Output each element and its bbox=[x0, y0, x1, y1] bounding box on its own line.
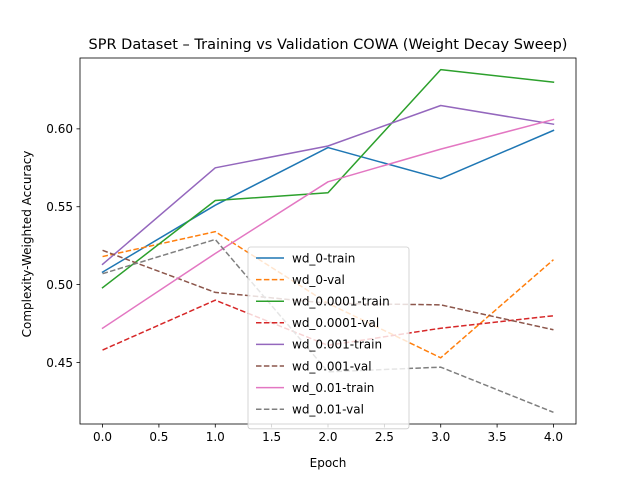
x-tick-label: 3.0 bbox=[431, 430, 450, 444]
y-tick-label: 0.45 bbox=[46, 356, 73, 370]
x-tick-label: 3.5 bbox=[488, 430, 507, 444]
legend-label: wd_0.0001-train bbox=[292, 295, 390, 309]
x-tick-label: 0.5 bbox=[149, 430, 168, 444]
legend-label: wd_0.001-val bbox=[292, 359, 372, 373]
y-axis-label: Complexity-Weighted Accuracy bbox=[20, 151, 34, 338]
y-axis: 0.45 0.50 0.55 0.60 bbox=[46, 122, 80, 370]
y-tick-label: 0.50 bbox=[46, 278, 73, 292]
legend-label: wd_0.001-train bbox=[292, 338, 382, 352]
legend-label: wd_0-train bbox=[292, 251, 355, 265]
x-tick-label: 0.0 bbox=[93, 430, 112, 444]
x-tick-label: 1.0 bbox=[206, 430, 225, 444]
series-line-wd_0.01-train bbox=[101, 118, 555, 330]
x-axis-label: Epoch bbox=[310, 456, 347, 470]
series-line-wd_0.001-train bbox=[101, 104, 555, 266]
chart-title: SPR Dataset – Training vs Validation COW… bbox=[89, 37, 568, 53]
y-tick-label: 0.55 bbox=[46, 200, 73, 214]
series-line-wd_0.0001-val bbox=[102, 299, 554, 351]
series-line-wd_0.01-val bbox=[102, 238, 554, 414]
legend-label: wd_0.0001-val bbox=[292, 316, 379, 330]
x-axis: 0.0 0.5 1.0 1.5 2.0 2.5 3.0 3.5 4.0 bbox=[93, 424, 563, 444]
series-line-wd_0.0001-train bbox=[101, 68, 555, 289]
legend-box bbox=[247, 246, 410, 430]
legend-label: wd_0.01-val bbox=[292, 403, 364, 417]
legend-label: wd_0.01-train bbox=[292, 381, 374, 395]
x-tick-label: 2.0 bbox=[318, 430, 337, 444]
x-tick-label: 1.5 bbox=[262, 430, 281, 444]
y-tick-label: 0.60 bbox=[46, 122, 73, 136]
x-tick-label: 4.0 bbox=[544, 430, 563, 444]
legend: wd_0-train wd_0-val wd_0.0001-train wd_0.00… bbox=[247, 246, 410, 430]
x-tick-label: 2.5 bbox=[375, 430, 394, 444]
series-line-wd_0-train bbox=[101, 129, 555, 274]
legend-label: wd_0-val bbox=[292, 273, 345, 287]
